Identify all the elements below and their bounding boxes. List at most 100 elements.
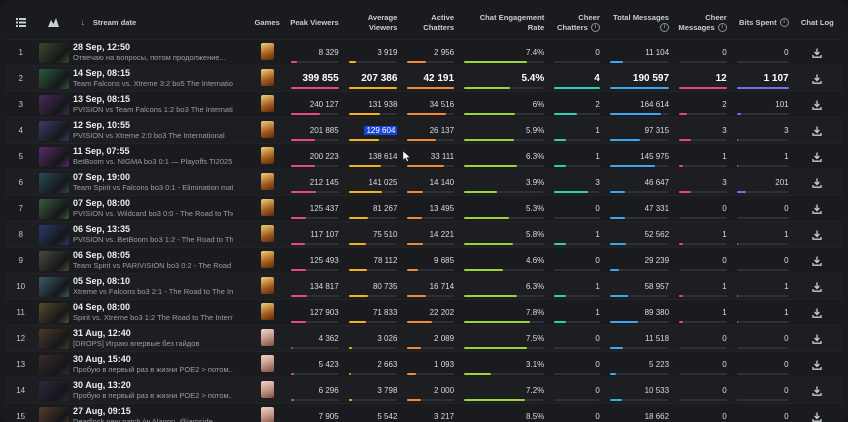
stream-info[interactable]: 13 Sep, 08:15 PVISION vs Team Falcons 1:2… <box>71 91 250 118</box>
stream-info[interactable]: 06 Sep, 13:35 PVISION vs. BetBoom bo3 1:2… <box>71 221 250 248</box>
stream-thumbnail-cell[interactable] <box>35 169 72 196</box>
stream-thumbnail[interactable] <box>39 406 70 422</box>
stream-date[interactable]: 13 Sep, 08:15 <box>73 94 131 104</box>
stream-thumbnail[interactable] <box>39 328 70 349</box>
stream-date[interactable]: 04 Sep, 08:00 <box>73 302 131 312</box>
table-row[interactable]: 3 13 Sep, 08:15 PVISION vs Team Falcons 1:… <box>6 91 842 118</box>
table-row[interactable]: 8 06 Sep, 13:35 PVISION vs. BetBoom bo3 1:… <box>6 221 842 248</box>
game-cover-icon[interactable] <box>260 69 274 86</box>
stream-date[interactable]: 27 Aug, 09:15 <box>73 406 131 416</box>
stream-thumbnail-cell[interactable] <box>35 325 72 352</box>
stream-thumbnail-cell[interactable] <box>35 247 72 274</box>
game-cover-icon[interactable] <box>260 225 274 242</box>
game-cell[interactable] <box>249 143 285 170</box>
download-icon[interactable] <box>812 386 822 396</box>
stream-thumbnail[interactable] <box>39 68 70 89</box>
game-cover-icon[interactable] <box>260 173 274 190</box>
info-icon[interactable]: i <box>590 23 600 32</box>
stream-info[interactable]: 30 Aug, 13:20 Пробую в первый раз в жизни… <box>71 377 250 404</box>
table-row[interactable]: 11 04 Sep, 08:00 Spirit vs. Xtreme bo3 1:2… <box>6 299 842 326</box>
stream-date[interactable]: 14 Sep, 08:15 <box>73 68 131 78</box>
stream-thumbnail[interactable] <box>39 224 70 245</box>
stream-date[interactable]: 06 Sep, 13:35 <box>73 224 131 234</box>
chart-view-icon[interactable] <box>35 6 71 40</box>
stream-date[interactable]: 07 Sep, 19:00 <box>73 172 131 182</box>
table-row[interactable]: 10 05 Sep, 08:10 Xtreme vs Falcons bo3 2:1… <box>6 273 842 300</box>
col-games[interactable]: Games <box>254 17 280 27</box>
stream-thumbnail-cell[interactable] <box>35 91 72 118</box>
stream-date[interactable]: 11 Sep, 07:55 <box>73 146 130 156</box>
game-cover-icon[interactable] <box>260 329 274 346</box>
game-cell[interactable] <box>249 91 285 118</box>
stream-info[interactable]: 07 Sep, 08:00 PVISION vs. Wildcard bo3 0:… <box>71 195 250 222</box>
stream-thumbnail[interactable] <box>39 172 70 193</box>
stream-thumbnail[interactable] <box>39 94 70 115</box>
table-row[interactable]: 5 11 Sep, 07:55 BetBoom vs. NIGMA bo3 0:1 … <box>6 143 842 170</box>
stream-thumbnail-cell[interactable] <box>35 351 72 378</box>
info-icon[interactable]: i <box>717 23 727 32</box>
stream-thumbnail-cell[interactable] <box>35 39 72 66</box>
game-cover-icon[interactable] <box>260 147 274 164</box>
game-cell[interactable] <box>249 351 285 378</box>
col-bits-spent[interactable]: Bits Spent i <box>731 6 793 40</box>
download-icon[interactable] <box>812 152 822 162</box>
download-icon[interactable] <box>812 282 822 292</box>
stream-thumbnail-cell[interactable] <box>35 377 72 404</box>
game-cell[interactable] <box>249 221 285 248</box>
stream-thumbnail[interactable] <box>39 354 70 375</box>
info-icon[interactable]: i <box>779 18 789 27</box>
stream-thumbnail-cell[interactable] <box>35 143 72 170</box>
game-cell[interactable] <box>249 195 285 222</box>
stream-date[interactable]: 30 Aug, 13:20 <box>73 380 131 390</box>
download-icon[interactable] <box>812 100 822 110</box>
stream-thumbnail[interactable] <box>39 380 70 401</box>
game-cell[interactable] <box>249 403 285 422</box>
col-total-messages[interactable]: Total Messagesi <box>604 6 673 40</box>
game-cover-icon[interactable] <box>260 121 274 138</box>
game-cell[interactable] <box>249 169 285 196</box>
stream-thumbnail-cell[interactable] <box>35 403 72 422</box>
download-icon[interactable] <box>812 178 822 188</box>
table-row[interactable]: 4 12 Sep, 10:55 PVISION vs Xtreme 2:0 bo3 … <box>6 117 842 144</box>
download-icon[interactable] <box>812 256 822 266</box>
stream-thumbnail[interactable] <box>39 42 70 63</box>
download-icon[interactable] <box>812 334 822 344</box>
game-cover-icon[interactable] <box>260 251 274 268</box>
stream-thumbnail-cell[interactable] <box>35 221 72 248</box>
col-stream-date[interactable]: ↓ Stream date <box>81 17 137 27</box>
stream-info[interactable]: 05 Sep, 08:10 Xtreme vs Falcons bo3 2:1 -… <box>71 273 250 300</box>
stream-info[interactable]: 31 Aug, 12:40 [DROPS] Играю впервые без г… <box>71 325 250 352</box>
stream-date[interactable]: 12 Sep, 10:55 <box>73 120 131 130</box>
stream-info[interactable]: 06 Sep, 08:05 Team Spirit vs PARIVISION b… <box>71 247 250 274</box>
game-cover-icon[interactable] <box>260 95 274 112</box>
stream-thumbnail[interactable] <box>39 120 70 141</box>
download-icon[interactable] <box>812 308 822 318</box>
table-row[interactable]: 6 07 Sep, 19:00 Team Spirit vs Falcons bo3… <box>6 169 842 196</box>
col-active-chatters[interactable]: Active Chatters <box>423 12 455 32</box>
game-cover-icon[interactable] <box>260 381 274 398</box>
game-cover-icon[interactable] <box>260 199 274 216</box>
game-cell[interactable] <box>249 117 285 144</box>
col-cheer-messages[interactable]: Cheer Messages i <box>673 6 731 40</box>
stream-info[interactable]: 30 Aug, 15:40 Пробую в первый раз в жизни… <box>71 351 250 378</box>
stream-date[interactable]: 05 Sep, 08:10 <box>73 276 131 286</box>
table-row[interactable]: 9 06 Sep, 08:05 Team Spirit vs PARIVISION … <box>6 247 842 274</box>
stream-thumbnail-cell[interactable] <box>35 65 72 92</box>
game-cover-icon[interactable] <box>260 355 274 372</box>
game-cover-icon[interactable] <box>260 407 274 422</box>
stream-date[interactable]: 31 Aug, 12:40 <box>73 328 131 338</box>
stream-thumbnail[interactable] <box>39 276 70 297</box>
game-cover-icon[interactable] <box>260 277 274 294</box>
stream-date[interactable]: 07 Sep, 08:00 <box>73 198 131 208</box>
game-cell[interactable] <box>249 377 285 404</box>
game-cell[interactable] <box>249 65 285 92</box>
table-row[interactable]: 14 30 Aug, 13:20 Пробую в первый раз в жиз… <box>6 377 842 404</box>
game-cell[interactable] <box>249 247 285 274</box>
col-peak-viewers[interactable]: Peak Viewers <box>290 17 339 27</box>
stream-info[interactable]: 11 Sep, 07:55 BetBoom vs. NIGMA bo3 0:1 —… <box>71 143 250 170</box>
table-row[interactable]: 15 27 Aug, 09:15 Deadlock new patch /w Ala… <box>6 403 842 422</box>
stream-info[interactable]: 27 Aug, 09:15 Deadlock new patch /w Alago… <box>71 403 250 422</box>
table-row[interactable]: 13 30 Aug, 15:40 Пробую в первый раз в жиз… <box>6 351 842 378</box>
stream-info[interactable]: 12 Sep, 10:55 PVISION vs Xtreme 2:0 bo3 T… <box>71 117 250 144</box>
col-cheer-chatters[interactable]: Cheer Chatters i <box>548 6 604 40</box>
